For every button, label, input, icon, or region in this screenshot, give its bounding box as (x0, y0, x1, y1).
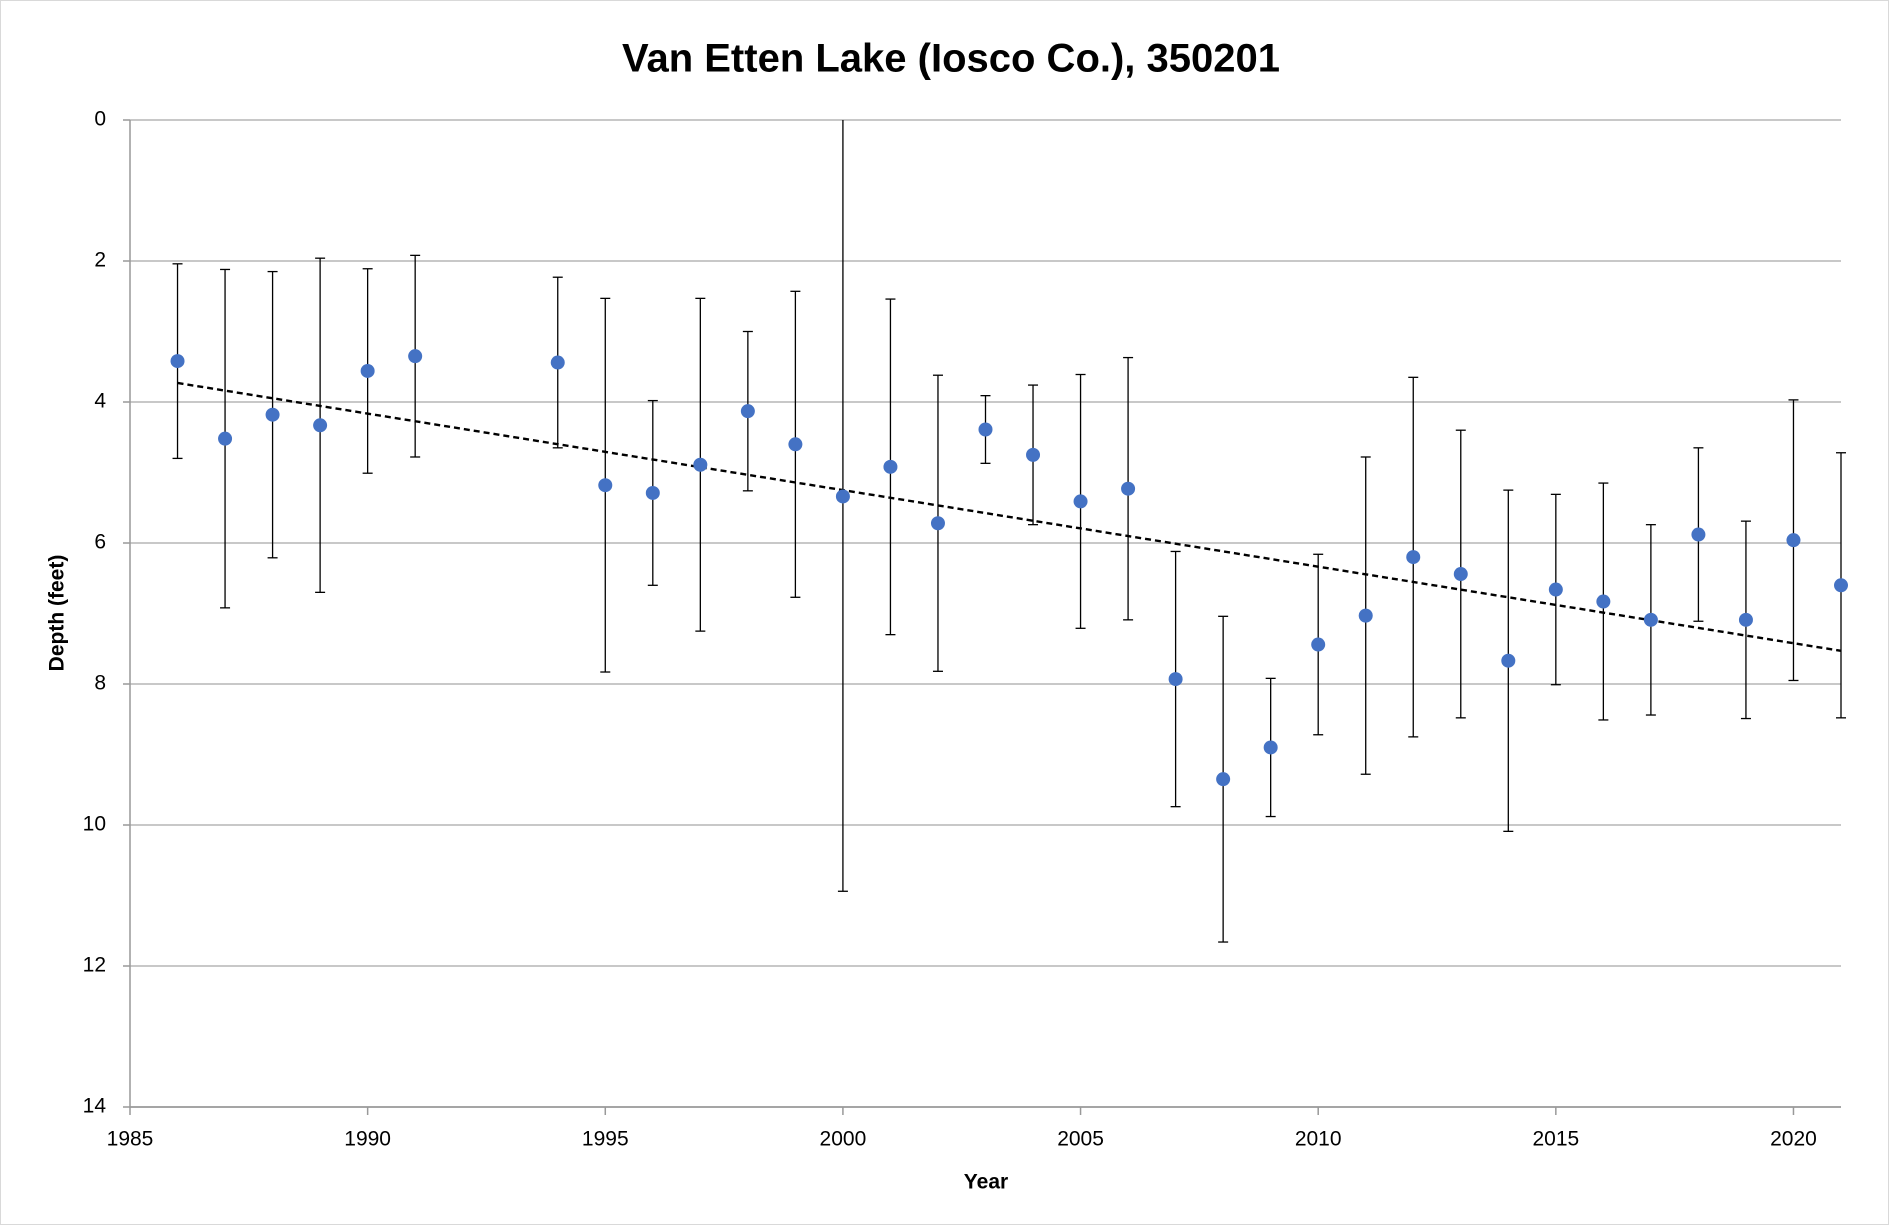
data-point (1358, 608, 1373, 623)
data-point (1121, 481, 1136, 496)
data-point (1453, 567, 1468, 582)
x-tick-label: 2020 (1770, 1128, 1817, 1151)
data-point (1263, 740, 1278, 755)
data-point (1168, 672, 1183, 687)
data-point (1501, 653, 1516, 668)
data-point (788, 437, 803, 452)
x-axis-title: Year (964, 1171, 1008, 1194)
y-tick-label: 2 (94, 249, 106, 272)
data-point (883, 459, 898, 474)
data-point (265, 407, 280, 422)
x-tick-label: 2000 (820, 1128, 867, 1151)
x-tick-label: 1985 (107, 1128, 154, 1151)
y-tick-label: 0 (94, 108, 106, 131)
data-point (1216, 772, 1231, 787)
y-tick-label: 6 (94, 531, 106, 554)
y-tick-label: 10 (83, 813, 106, 836)
data-point (645, 485, 660, 500)
data-point (1691, 527, 1706, 542)
data-point (978, 422, 993, 437)
data-point (1311, 637, 1326, 652)
data-point (598, 478, 613, 493)
data-point (218, 431, 233, 446)
data-point (930, 516, 945, 531)
x-tick-label: 1995 (582, 1128, 629, 1151)
trendline (177, 381, 1842, 653)
y-axis-title: Depth (feet) (46, 555, 69, 672)
y-tick-label: 14 (83, 1095, 107, 1118)
x-tick-label: 2005 (1057, 1128, 1104, 1151)
y-tick-label: 8 (94, 672, 106, 695)
data-point (408, 349, 423, 364)
data-point (1596, 594, 1611, 609)
y-tick-label: 12 (83, 954, 106, 977)
error-bar (837, 120, 848, 892)
data-point (1406, 550, 1421, 565)
data-point (1548, 582, 1563, 597)
x-tick-label: 2015 (1532, 1128, 1579, 1151)
chart-title: Van Etten Lake (Iosco Co.), 350201 (622, 37, 1280, 81)
x-tick-label: 1990 (344, 1128, 391, 1151)
data-point (170, 354, 185, 369)
data-point (550, 355, 565, 370)
data-point (693, 457, 708, 472)
data-point (1643, 612, 1658, 627)
data-point (1786, 533, 1801, 548)
x-tick-label: 2010 (1295, 1128, 1342, 1151)
data-point (835, 489, 850, 504)
data-point (313, 418, 328, 433)
data-point (740, 404, 755, 419)
data-point (360, 363, 375, 378)
data-point (1026, 447, 1041, 462)
data-point (1738, 612, 1753, 627)
data-point (1834, 578, 1848, 593)
data-point (1073, 494, 1088, 509)
y-tick-label: 4 (94, 390, 106, 413)
